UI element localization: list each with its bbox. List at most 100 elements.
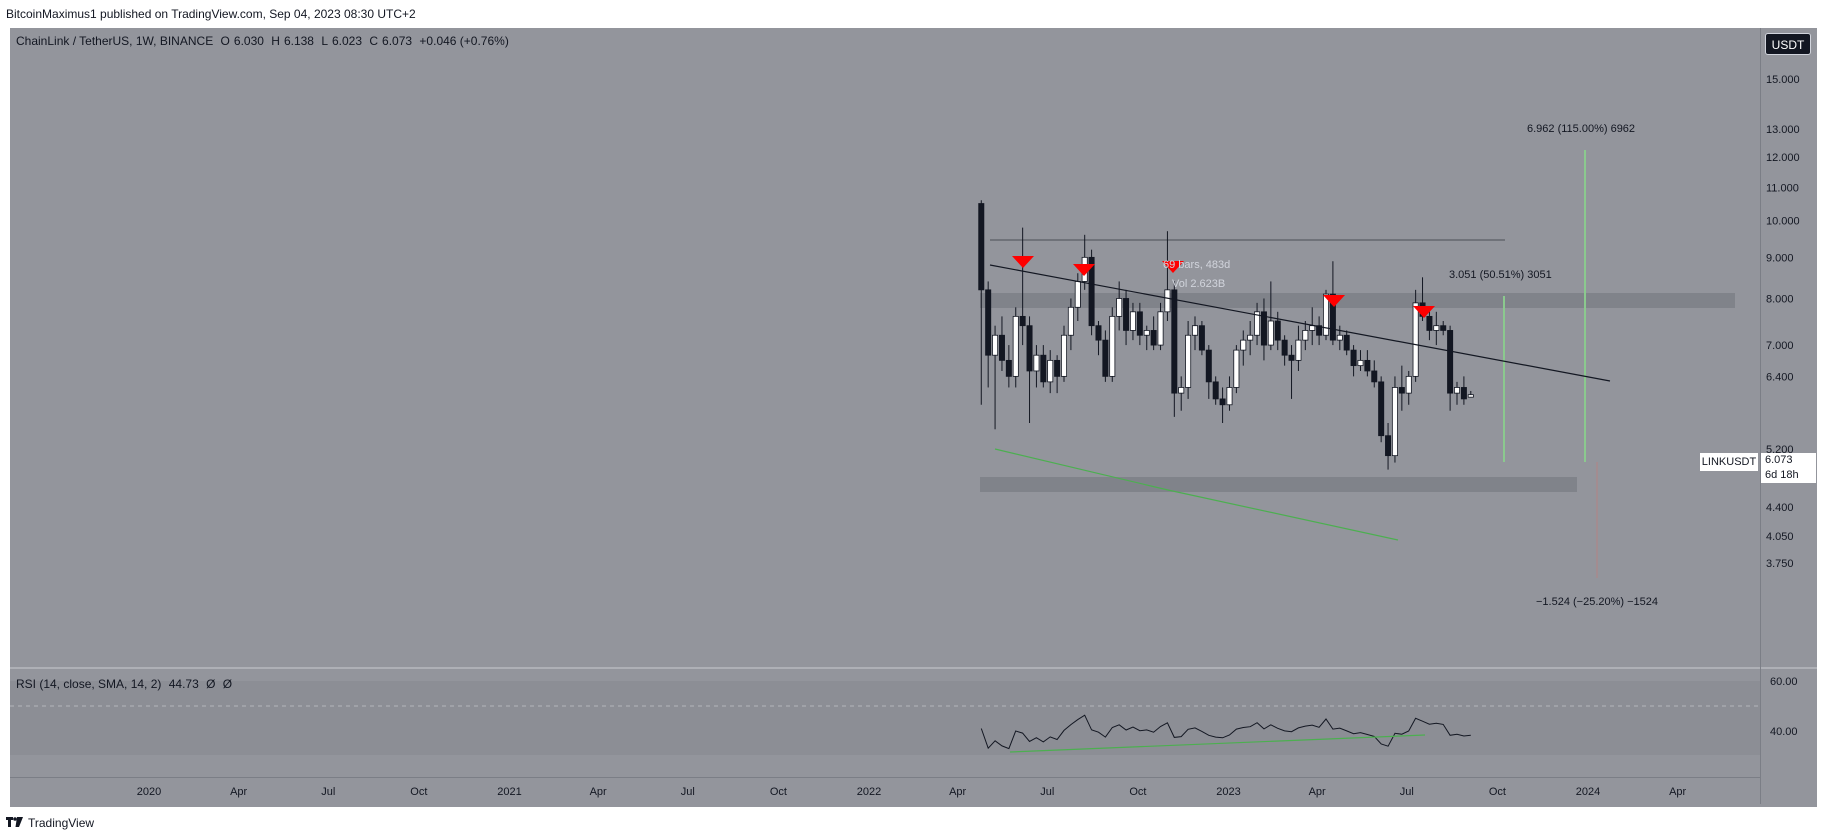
ohlc-high: 6.138 [283, 34, 314, 48]
price-tick-label: 7.000 [1766, 340, 1794, 352]
time-tick-label: Jul [681, 786, 695, 798]
candle-body [1061, 334, 1068, 377]
descending-resistance-line [989, 264, 1611, 382]
candle-body [1371, 370, 1378, 383]
candle-body [1129, 311, 1136, 331]
candle-body [1323, 293, 1330, 336]
candle-body [1385, 435, 1392, 457]
currency-badge[interactable]: USDT [1765, 33, 1811, 55]
descending-support-line-2 [1167, 489, 1399, 541]
time-tick-label: Apr [949, 786, 966, 798]
candle-body [1440, 325, 1447, 331]
candle-body [1343, 334, 1350, 351]
candle-body [1074, 281, 1081, 308]
time-tick-label: 2024 [1576, 786, 1600, 798]
support-zone [980, 477, 1577, 492]
candle-body [1164, 289, 1171, 313]
time-tick-label: Oct [770, 786, 787, 798]
time-tick-label: Oct [1129, 786, 1146, 798]
ohlc-open-label: O [220, 34, 230, 48]
tradingview-brand[interactable]: TradingView [28, 816, 95, 830]
candle-body [1378, 381, 1385, 437]
ohlc-high-label: H [271, 34, 280, 48]
rsi-na-2: Ø [222, 677, 233, 691]
rsi-axis-ticks: 60.00 40.00 [1770, 676, 1798, 738]
candle-body [1426, 315, 1433, 331]
candle-body [1157, 311, 1164, 346]
candle-body [1054, 359, 1061, 377]
time-axis-ticks: 2020 Apr Jul Oct 2021 Apr Jul Oct 2022 Apr Jul Oct 2… [137, 786, 1687, 798]
ohlc-low: 6.023 [332, 34, 363, 48]
ohlc-open: 6.030 [233, 34, 264, 48]
price-tick-label: 3.750 [1766, 558, 1794, 570]
price-tick-label: 4.050 [1766, 531, 1794, 543]
range-vol-label: Vol 2.623B [1172, 278, 1225, 290]
price-tick-label: 13.000 [1766, 124, 1800, 136]
time-tick-label: Apr [1309, 786, 1326, 798]
symbol-name[interactable]: ChainLink / TetherUS, 1W, BINANCE [16, 34, 214, 48]
rsi-band [10, 681, 1760, 755]
time-tick-label: Jul [1040, 786, 1054, 798]
rsi-value: 44.73 [168, 677, 199, 691]
candle-body [1047, 359, 1054, 383]
candle-body [1281, 339, 1288, 356]
candle-body [985, 289, 992, 356]
candle-body [1012, 315, 1019, 377]
tradingview-logo-icon [6, 812, 23, 834]
price-tick-label: 6.400 [1766, 371, 1794, 383]
symbol-legend: ChainLink / TetherUS, 1W, BINANCE O 6.030… [16, 34, 513, 48]
candle-body [1460, 387, 1467, 400]
resistance-marker-4 [1323, 295, 1345, 307]
bar-countdown: 6d 18h [1765, 469, 1799, 481]
candle-body [1405, 375, 1412, 394]
candle-body [978, 203, 985, 291]
candle-body [1226, 387, 1233, 406]
candle-body [1171, 289, 1178, 394]
rsi-legend-label[interactable]: RSI (14, close, SMA, 14, 2) [16, 677, 162, 691]
candle-body [1185, 334, 1192, 388]
measure-down-label: −1.524 (−25.20%) −1524 [1536, 596, 1658, 608]
price-tick-label: 10.000 [1766, 216, 1800, 228]
ohlc-low-label: L [321, 34, 328, 48]
rsi-group [980, 714, 1471, 750]
chart-pane[interactable] [10, 28, 1817, 807]
time-tick-label: Apr [590, 786, 607, 798]
price-tick-label: 9.000 [1766, 252, 1794, 264]
price-axis[interactable] [1760, 28, 1818, 804]
candle-body [1026, 325, 1033, 372]
time-tick-label: Apr [230, 786, 247, 798]
candle-body [1364, 359, 1371, 372]
rsi-na-1: Ø [206, 677, 216, 691]
price-tick-label: 4.400 [1766, 502, 1794, 514]
candle-body [1136, 311, 1143, 336]
candle-body [1095, 325, 1102, 341]
candle-body [1178, 387, 1185, 394]
candle-body [1240, 339, 1247, 351]
time-tick-label: Jul [1400, 786, 1414, 798]
candle-body [1019, 315, 1026, 327]
time-tick-label: 2023 [1216, 786, 1240, 798]
candle-body [1033, 354, 1040, 372]
candle-body [1150, 330, 1157, 346]
candle-body [1247, 334, 1254, 341]
rsi-line [980, 714, 1471, 750]
time-tick-label: 2021 [497, 786, 521, 798]
candle-body [1467, 394, 1474, 398]
descending-support-line [994, 448, 1169, 491]
resistance-marker-1 [1012, 256, 1034, 268]
time-axis[interactable] [10, 777, 1760, 805]
candle-body [1267, 320, 1274, 346]
ohlc-close-label: C [369, 34, 379, 48]
candle-body [1233, 349, 1240, 388]
candle-body [1295, 339, 1302, 361]
candle-body [1260, 311, 1267, 346]
candle-body [1088, 256, 1095, 327]
rsi-legend: RSI (14, close, SMA, 14, 2) 44.73 Ø Ø [16, 677, 236, 691]
rsi-divergence-line [1009, 734, 1426, 753]
publisher-header: BitcoinMaximus1 published on TradingView… [6, 7, 416, 21]
candle-body [1302, 330, 1309, 341]
measure-top-label: 6.962 (115.00%) 6962 [1527, 123, 1635, 135]
candle-body [1412, 302, 1419, 377]
measure-mid-label: 3.051 (50.51%) 3051 [1449, 269, 1552, 281]
